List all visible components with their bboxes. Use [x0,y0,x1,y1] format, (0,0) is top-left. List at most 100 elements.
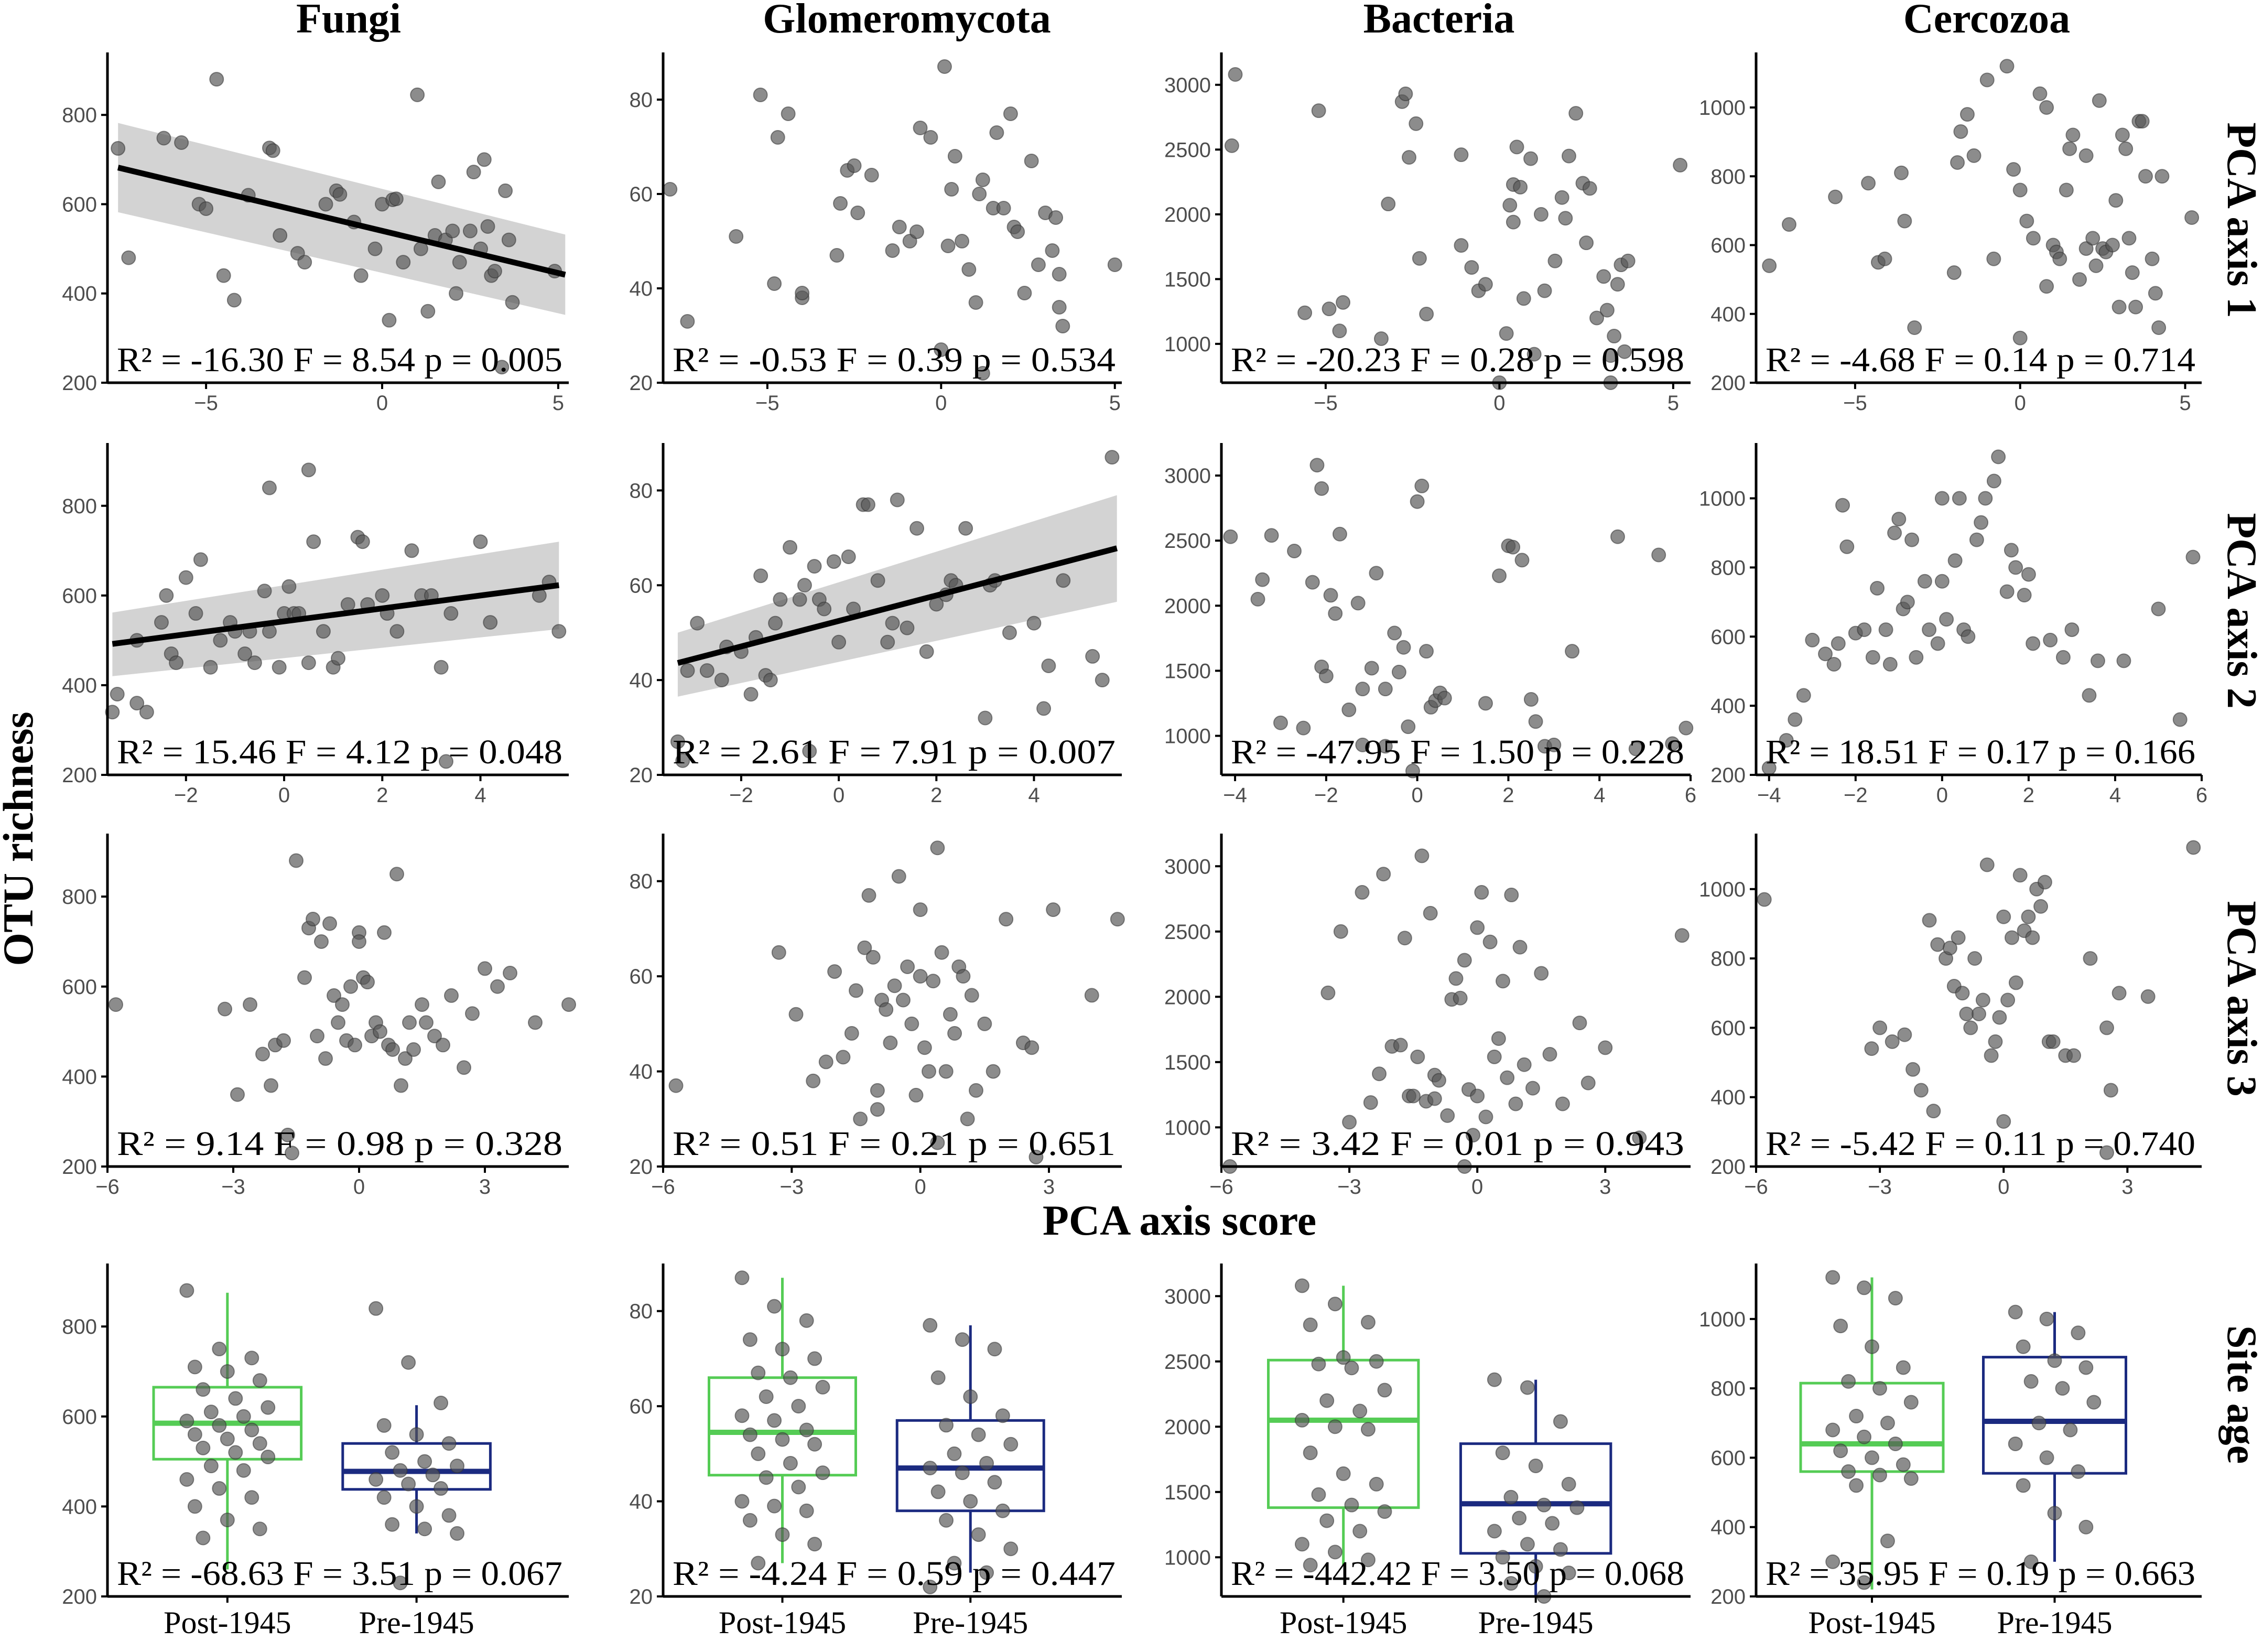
column-title-cercozoa: Cercozoa [1903,0,2070,42]
data-point [2019,213,2034,229]
data-point [203,1459,219,1474]
data-point [1536,1497,1552,1513]
data-point [1377,1383,1392,1398]
data-point [1003,106,1018,121]
data-point [156,131,171,146]
data-point [213,633,228,648]
data-point [826,554,841,569]
data-point [1419,644,1434,659]
data-point [1402,150,1416,165]
panel-r3c4: −6 −3 0 3 200 400 600 800 1000 R² = -5.42 F = 0.1… [1699,834,2202,1198]
x-tick-label: −3 [780,1175,804,1198]
data-point [272,660,287,675]
data-point [857,940,872,955]
stat-annotation: R² = 15.46 F = 4.12 p = 0.048 [117,733,562,771]
data-point [154,615,169,630]
data-point [2105,237,2120,253]
data-point [1599,303,1615,318]
data-point [410,87,425,102]
data-point [306,534,321,549]
x-tick-label: 0 [915,1175,926,1198]
data-point [909,521,925,536]
data-point [1369,1354,1384,1369]
data-point [885,243,900,258]
data-point [1825,1422,1840,1438]
data-point [1503,1576,1519,1591]
data-point [318,197,333,212]
data-point [1487,1049,1502,1064]
data-point [767,276,782,291]
data-point [885,616,900,631]
y-tick-label: 40 [630,1061,653,1084]
data-point [1896,1457,1911,1472]
data-point [783,539,798,555]
data-point [848,983,863,998]
data-point [759,1389,774,1404]
data-point [1369,1476,1384,1492]
data-point [2088,258,2104,273]
data-point [1930,937,1945,952]
data-point [465,1006,480,1021]
data-point [675,753,690,768]
data-point [930,840,945,856]
data-point [1327,1419,1342,1434]
data-point [797,578,812,593]
data-point [244,1422,259,1438]
data-point [934,945,949,960]
data-point [1545,1516,1560,1531]
x-tick-label: 3 [2121,1175,2133,1198]
data-point [968,295,983,310]
data-point [979,1456,994,1471]
y-tick-label: 2000 [1164,986,1211,1009]
data-point [923,130,938,145]
data-point [1482,934,1498,949]
data-point [301,655,316,671]
y-tick-label: 2500 [1164,138,1211,161]
data-point [995,1503,1010,1518]
data-point [1410,494,1425,509]
x-tick-label: 0 [376,392,388,415]
data-point [827,964,842,979]
data-point [1492,568,1507,584]
data-point [900,959,915,974]
y-tick-label: 400 [1710,1516,1746,1539]
data-point [1796,688,1811,703]
x-tick-label: −5 [1843,392,1867,415]
data-point [663,182,678,197]
data-point [1996,1114,2011,1129]
data-point [1303,1318,1318,1333]
y-tick-label: 80 [630,1300,653,1323]
data-point [501,232,516,247]
y-tick-label: 40 [630,277,653,300]
panel-r4c4: Post-1945 Pre-1945 200 400 600 800 1000 R² = 35… [1699,1264,2202,1640]
data-point [1857,1575,1872,1590]
data-point [1453,990,1468,1006]
x-tick-label: 4 [1594,784,1605,807]
data-point [1841,1464,1856,1479]
data-point [230,1087,245,1102]
data-point [1872,1020,1888,1035]
data-point [870,1083,885,1098]
data-point [261,1400,276,1415]
data-point [2039,279,2054,294]
data-point [1478,1109,1493,1125]
y-tick-label: 600 [1710,234,1746,257]
column-title-fungi: Fungi [296,0,401,42]
data-point [1323,588,1338,603]
x-tick-label: 4 [2109,784,2121,807]
data-point [1305,575,1320,590]
data-point [1913,1083,1929,1098]
y-tick-label: 1000 [1699,96,1746,120]
y-tick-label: 1000 [1164,333,1211,356]
stat-annotation: R² = -20.23 F = 0.28 p = 0.598 [1231,341,1684,379]
confidence-band [677,495,1117,697]
category-label: Pre-1945 [1478,1605,1594,1640]
data-point [375,588,390,603]
data-point [792,592,807,607]
data-point [2085,231,2100,246]
x-tick-label: −3 [1868,1175,1892,1198]
data-point [369,1472,384,1487]
category-label: Post-1945 [1808,1605,1935,1640]
data-point [1861,176,1876,191]
data-point [1369,566,1384,581]
